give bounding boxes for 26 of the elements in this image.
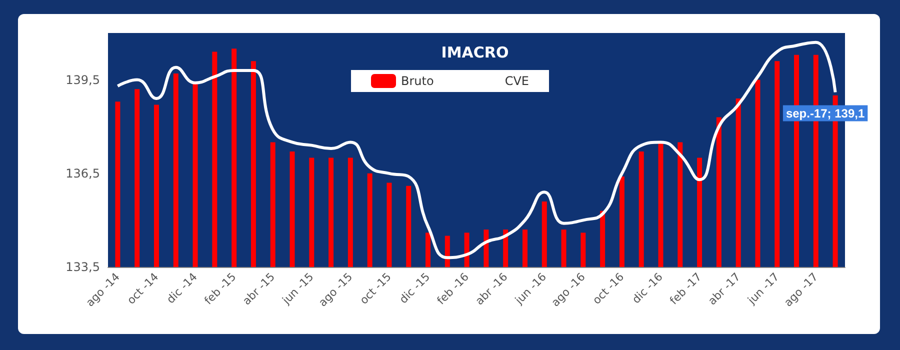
x-tick-label: dic -16: [630, 270, 666, 306]
x-tick-label: oct -14: [124, 270, 162, 307]
y-tick-label: 136,5: [66, 166, 100, 180]
x-tick-label: ago -16: [548, 270, 588, 310]
text: IMACRO: [441, 44, 509, 62]
x-tick-label: abr -16: [472, 270, 510, 308]
x-tick-label: feb -16: [434, 270, 472, 308]
x-tick-label: jun -16: [512, 270, 549, 308]
x-tick-label: dic -15: [396, 270, 433, 306]
legend-label: Bruto: [401, 74, 434, 88]
x-tick-label: oct -15: [357, 270, 394, 307]
x-tick-label: ago -17: [782, 270, 821, 310]
x-tick-label: jun -17: [744, 270, 782, 308]
x-tick-label: jun -15: [279, 270, 316, 308]
x-tick-label: feb -17: [667, 270, 704, 308]
x-tick-label: oct -16: [590, 270, 627, 307]
x-tick-label: ago -15: [316, 270, 356, 310]
x-tick-label: feb -15: [202, 270, 239, 308]
data-label: sep.-17; 139,1: [786, 106, 865, 120]
y-tick-label: 139,5: [66, 72, 100, 87]
text: CVE: [504, 74, 529, 88]
x-tick-label: dic -14: [164, 270, 200, 306]
line-series: [116, 40, 837, 260]
x-tick-label: abr -15: [240, 270, 278, 308]
x-tick-label: abr -17: [706, 270, 743, 308]
y-tick-label: 133,5: [66, 260, 100, 274]
